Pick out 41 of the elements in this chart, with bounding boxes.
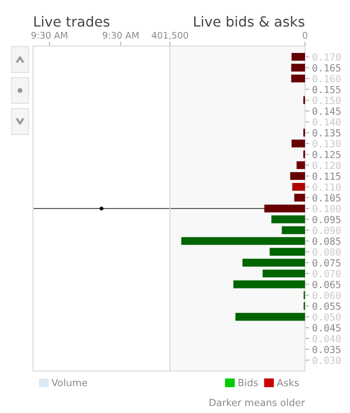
y-tick-label: 0.145 [312, 108, 340, 115]
text: Darker means older [210, 398, 305, 406]
x-tick-label: 9:30 AM [102, 32, 138, 39]
chart-title: Live bids & asks [194, 16, 304, 27]
x-tick-label: 0 [302, 32, 308, 39]
bar [270, 248, 305, 256]
bar [262, 270, 305, 278]
text: Asks [276, 378, 299, 386]
y-tick-label: 0.045 [312, 324, 340, 332]
bar [271, 215, 305, 224]
y-tick-label: 0.095 [312, 216, 340, 224]
y-tick-label: 0.125 [312, 150, 340, 158]
bar [233, 280, 305, 288]
y-tick-label: 0.055 [312, 302, 340, 310]
chart-title: Live trades [34, 16, 110, 27]
y-tick-label: 0.075 [312, 259, 340, 267]
y-tick-label: 0.165 [312, 64, 340, 72]
y-tick-label: 0.035 [312, 346, 340, 354]
y-tick-label: 0.085 [312, 238, 340, 245]
y-tick-label: 0.135 [312, 129, 340, 137]
bar [296, 161, 305, 170]
bar [292, 182, 305, 191]
y-tick-label: 0.105 [312, 194, 340, 202]
bar [264, 204, 305, 212]
bar [291, 74, 305, 82]
x-tick-label: 9:30 AM [31, 32, 68, 39]
bar [292, 140, 305, 148]
bar [282, 226, 305, 234]
bar [290, 172, 305, 180]
bar [291, 64, 305, 72]
bar [235, 312, 305, 321]
y-tick-label: 0.065 [312, 280, 340, 288]
bar [242, 258, 305, 267]
bar [294, 194, 305, 202]
x-tick-label: 401,500 [152, 32, 188, 40]
y-tick-label: 0.115 [312, 172, 340, 180]
bar [181, 237, 305, 245]
bar [292, 52, 305, 61]
legend-label: Volume [52, 378, 88, 386]
y-tick-label: 0.155 [312, 86, 340, 94]
text: Bids [238, 378, 258, 386]
